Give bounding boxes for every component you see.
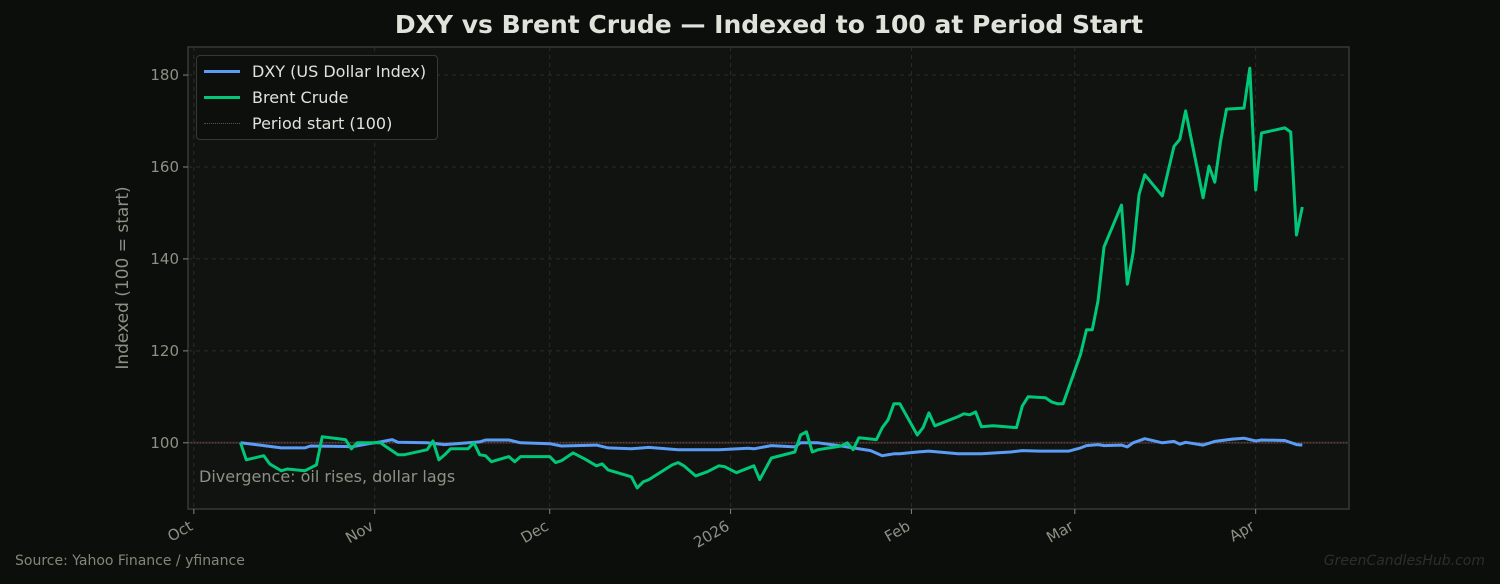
legend-label-brent: Brent Crude (252, 87, 349, 107)
legend: DXY (US Dollar Index) Brent Crude Period… (196, 55, 438, 140)
x-tick-label: Nov (342, 517, 376, 547)
series-line-brent (239, 66, 1304, 490)
y-tick-label: 160 (150, 158, 179, 176)
y-tick-label: 120 (150, 342, 179, 360)
legend-label-dxy: DXY (US Dollar Index) (252, 61, 427, 81)
series-line-dxy (240, 436, 1303, 458)
legend-label-period-start: Period start (100) (252, 113, 393, 133)
y-tick-label: 140 (150, 250, 179, 268)
x-tick-label: Apr (1226, 516, 1258, 545)
annotation: Divergence: oil rises, dollar lags (199, 467, 455, 486)
y-axis-label: Indexed (100 = start) (113, 186, 133, 369)
legend-item-brent: Brent Crude (204, 86, 348, 108)
x-tick-label: Mar (1043, 516, 1077, 546)
x-tick-label: Dec (518, 517, 552, 547)
legend-item-period-start: Period start (100) (204, 112, 392, 134)
chart-title: DXY vs Brent Crude — Indexed to 100 at P… (394, 10, 1144, 39)
x-tick-label: Oct (164, 517, 196, 546)
x-tick-label: Feb (881, 517, 913, 546)
legend-swatch-dxy (204, 69, 240, 73)
x-tick-label: 2026 (691, 517, 733, 552)
source-note: Source: Yahoo Finance / yfinance (15, 553, 245, 569)
y-tick-label: 180 (150, 66, 179, 84)
y-tick-label: 100 (150, 434, 179, 452)
watermark: GreenCandlesHub.com (1323, 553, 1485, 569)
legend-swatch-brent (204, 95, 240, 99)
legend-swatch-period-start (204, 122, 240, 124)
legend-item-dxy: DXY (US Dollar Index) (204, 60, 426, 82)
